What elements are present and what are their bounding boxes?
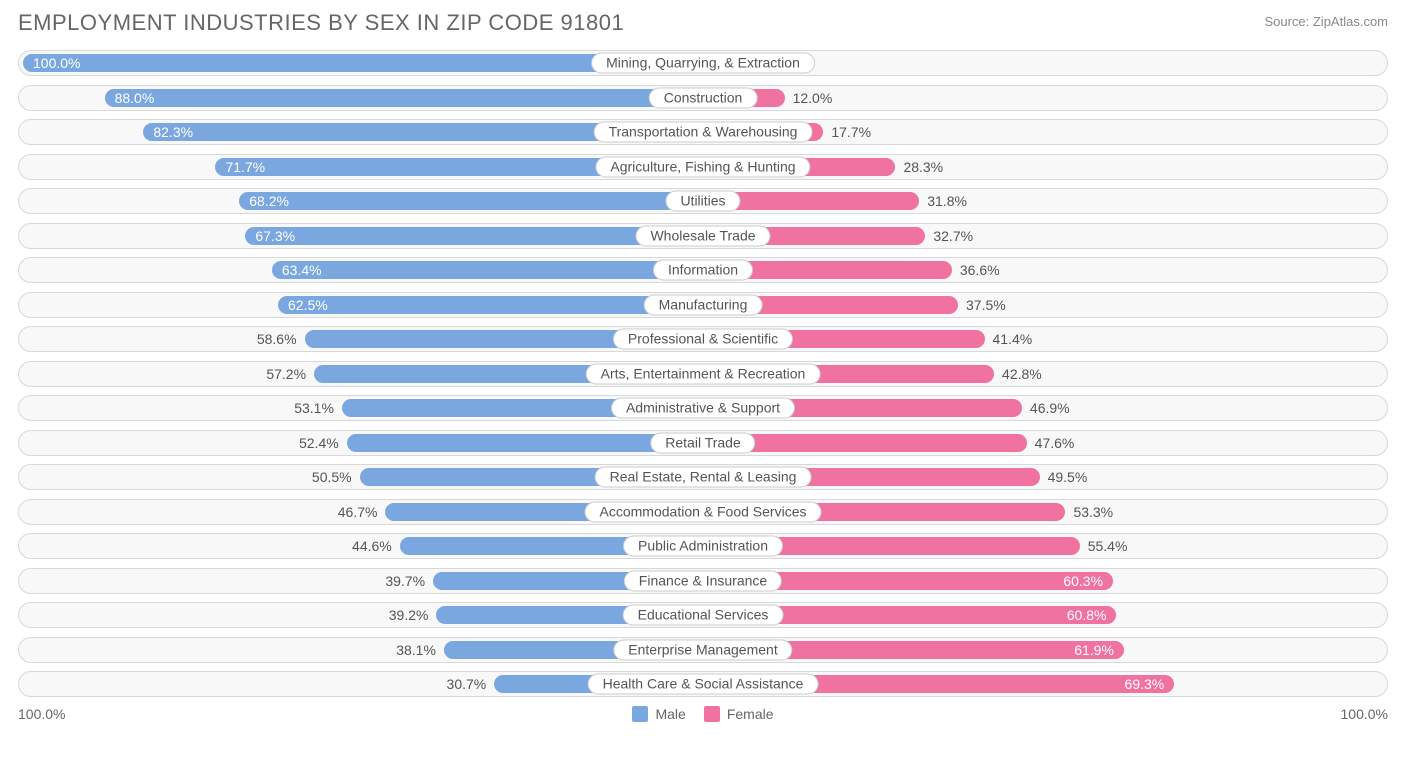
male-pct-label: 39.2%	[389, 607, 437, 623]
female-pct-label: 17.7%	[823, 124, 871, 140]
category-label: Administrative & Support	[611, 398, 795, 419]
category-label: Agriculture, Fishing & Hunting	[595, 156, 810, 177]
male-pct-label: 82.3%	[143, 124, 193, 140]
chart-row: 46.7% 53.3% Accommodation & Food Services	[18, 499, 1388, 525]
chart-row: 71.7% 28.3% Agriculture, Fishing & Hunting	[18, 154, 1388, 180]
category-label: Manufacturing	[644, 294, 763, 315]
female-pct-label: 12.0%	[785, 90, 833, 106]
male-bar	[245, 227, 703, 245]
male-pct-label: 58.6%	[257, 331, 305, 347]
legend-female: Female	[704, 706, 774, 722]
chart-row: 57.2% 42.8% Arts, Entertainment & Recreati…	[18, 361, 1388, 387]
male-pct-label: 30.7%	[447, 676, 495, 692]
female-pct-label: 32.7%	[925, 228, 973, 244]
chart-row: 63.4% 36.6% Information	[18, 257, 1388, 283]
male-pct-label: 52.4%	[299, 435, 347, 451]
chart-row: 30.7% 69.3% Health Care & Social Assistanc…	[18, 671, 1388, 697]
male-bar	[278, 296, 703, 314]
axis-right-label: 100.0%	[1341, 706, 1388, 722]
chart-row: 44.6% 55.4% Public Administration	[18, 533, 1388, 559]
legend: Male Female	[632, 706, 773, 722]
chart-footer: 100.0% Male Female 100.0%	[18, 706, 1388, 722]
female-pct-label: 41.4%	[985, 331, 1033, 347]
chart-row: 38.1% 61.9% Enterprise Management	[18, 637, 1388, 663]
male-pct-label: 100.0%	[23, 55, 80, 71]
chart-header: EMPLOYMENT INDUSTRIES BY SEX IN ZIP CODE…	[18, 10, 1388, 36]
chart-row: 62.5% 37.5% Manufacturing	[18, 292, 1388, 318]
female-pct-label: 55.4%	[1080, 538, 1128, 554]
female-pct-label: 47.6%	[1027, 435, 1075, 451]
male-pct-label: 38.1%	[396, 642, 444, 658]
category-label: Mining, Quarrying, & Extraction	[591, 53, 815, 74]
male-bar	[239, 192, 703, 210]
female-pct-label: 37.5%	[958, 297, 1006, 313]
chart-row: 100.0%0.0%Mining, Quarrying, & Extractio…	[18, 50, 1388, 76]
female-pct-label: 36.6%	[952, 262, 1000, 278]
female-pct-label: 28.3%	[895, 159, 943, 175]
chart-row: 82.3% 17.7% Transportation & Warehousing	[18, 119, 1388, 145]
male-pct-label: 46.7%	[338, 504, 386, 520]
category-label: Accommodation & Food Services	[585, 501, 822, 522]
category-label: Real Estate, Rental & Leasing	[595, 467, 812, 488]
category-label: Arts, Entertainment & Recreation	[586, 363, 821, 384]
male-pct-label: 67.3%	[245, 228, 295, 244]
female-pct-label: 60.8%	[1067, 607, 1117, 623]
chart-title: EMPLOYMENT INDUSTRIES BY SEX IN ZIP CODE…	[18, 10, 624, 36]
chart-container: EMPLOYMENT INDUSTRIES BY SEX IN ZIP CODE…	[0, 0, 1406, 730]
category-label: Transportation & Warehousing	[594, 122, 813, 143]
chart-row: 68.2% 31.8% Utilities	[18, 188, 1388, 214]
male-pct-label: 44.6%	[352, 538, 400, 554]
chart-row: 52.4% 47.6% Retail Trade	[18, 430, 1388, 456]
chart-row: 88.0% 12.0% Construction	[18, 85, 1388, 111]
male-pct-label: 53.1%	[294, 400, 342, 416]
female-pct-label: 31.8%	[919, 193, 967, 209]
chart-rows: 100.0%0.0%Mining, Quarrying, & Extractio…	[18, 50, 1388, 697]
chart-source: Source: ZipAtlas.com	[1264, 10, 1388, 29]
legend-female-swatch	[704, 706, 720, 722]
category-label: Health Care & Social Assistance	[588, 674, 819, 695]
axis-left-label: 100.0%	[18, 706, 65, 722]
male-pct-label: 63.4%	[272, 262, 322, 278]
female-pct-label: 46.9%	[1022, 400, 1070, 416]
category-label: Retail Trade	[650, 432, 755, 453]
category-label: Finance & Insurance	[624, 570, 782, 591]
chart-row: 58.6% 41.4% Professional & Scientific	[18, 326, 1388, 352]
category-label: Educational Services	[623, 605, 784, 626]
legend-male-swatch	[632, 706, 648, 722]
category-label: Professional & Scientific	[613, 329, 793, 350]
category-label: Enterprise Management	[613, 639, 792, 660]
chart-row: 39.7% 60.3% Finance & Insurance	[18, 568, 1388, 594]
category-label: Public Administration	[623, 536, 783, 557]
male-pct-label: 68.2%	[239, 193, 289, 209]
category-label: Utilities	[665, 191, 740, 212]
category-label: Construction	[649, 87, 758, 108]
female-pct-label: 69.3%	[1125, 676, 1175, 692]
legend-male: Male	[632, 706, 685, 722]
chart-row: 53.1% 46.9% Administrative & Support	[18, 395, 1388, 421]
male-pct-label: 62.5%	[278, 297, 328, 313]
legend-male-label: Male	[655, 706, 685, 722]
female-pct-label: 42.8%	[994, 366, 1042, 382]
male-pct-label: 88.0%	[105, 90, 155, 106]
female-pct-label: 61.9%	[1074, 642, 1124, 658]
chart-row: 50.5% 49.5% Real Estate, Rental & Leasing	[18, 464, 1388, 490]
male-bar	[272, 261, 703, 279]
chart-row: 39.2% 60.8% Educational Services	[18, 602, 1388, 628]
male-pct-label: 71.7%	[215, 159, 265, 175]
male-bar	[105, 89, 703, 107]
female-pct-label: 49.5%	[1040, 469, 1088, 485]
female-pct-label: 60.3%	[1063, 573, 1113, 589]
male-pct-label: 57.2%	[266, 366, 314, 382]
chart-row: 67.3% 32.7% Wholesale Trade	[18, 223, 1388, 249]
male-pct-label: 50.5%	[312, 469, 360, 485]
female-pct-label: 53.3%	[1065, 504, 1113, 520]
legend-female-label: Female	[727, 706, 774, 722]
category-label: Wholesale Trade	[635, 225, 770, 246]
male-pct-label: 39.7%	[385, 573, 433, 589]
category-label: Information	[653, 260, 753, 281]
